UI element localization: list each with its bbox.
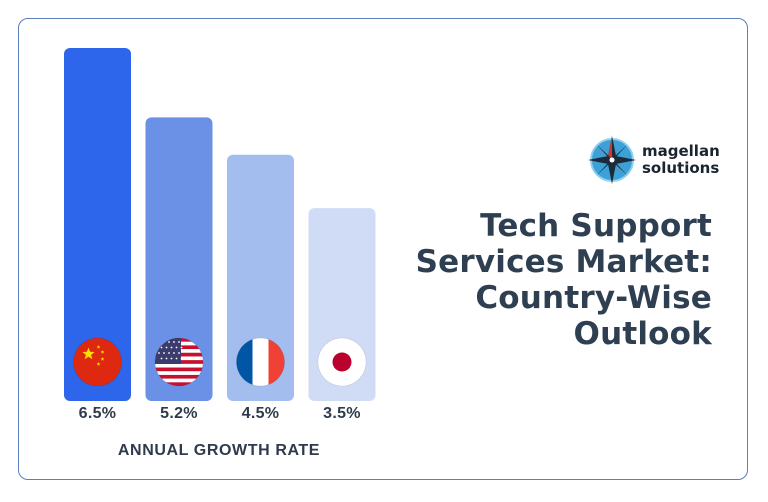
brand-name-line2: solutions [642, 159, 720, 177]
x-axis-label: ANNUAL GROWTH RATE [118, 442, 320, 459]
value-label-china: 6.5% [79, 405, 117, 422]
title-line-3: Country-Wise [475, 280, 712, 316]
value-label-united-states: 5.2% [160, 405, 198, 422]
usa-flag-icon [154, 337, 204, 387]
card-frame [18, 18, 748, 480]
brand-name-line1: magellan [642, 142, 720, 160]
bar-united-states [145, 117, 213, 402]
title-line-2: Services Market: [415, 244, 712, 280]
value-label-france: 4.5% [242, 405, 280, 422]
france-flag-icon [236, 337, 285, 387]
bars-group [64, 48, 376, 402]
flags-group [73, 337, 367, 387]
china-flag-icon [73, 337, 122, 387]
bar-china [64, 48, 131, 401]
value-labels-group: 6.5% 5.2% 4.5% 3.5% [79, 405, 361, 422]
value-label-japan: 3.5% [323, 405, 361, 422]
title-line-1: Tech Support [480, 208, 712, 244]
title-line-4: Outlook [573, 316, 712, 352]
compass-rose-icon [588, 136, 636, 184]
brand-logo: magellan solutions [588, 136, 720, 184]
page-title: Tech Support Services Market: Country-Wi… [372, 208, 712, 352]
japan-flag-icon [317, 337, 367, 387]
bar-france [227, 154, 294, 401]
